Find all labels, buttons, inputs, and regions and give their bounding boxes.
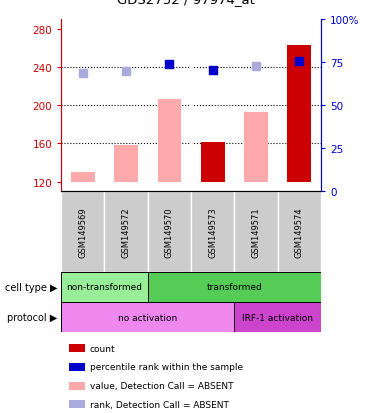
Bar [191, 192, 234, 272]
Text: GSM149571: GSM149571 [252, 206, 260, 257]
Text: GSM149572: GSM149572 [122, 206, 131, 257]
Bar [69, 363, 85, 371]
Text: GSM149569: GSM149569 [78, 206, 87, 257]
Bar [61, 272, 148, 302]
Point [253, 64, 259, 70]
Bar [69, 344, 85, 353]
Point [80, 70, 86, 77]
Bar [244, 113, 268, 182]
Text: non-transformed: non-transformed [66, 283, 142, 292]
Point [167, 62, 173, 68]
Bar [61, 192, 105, 272]
Point [210, 67, 216, 74]
Bar [105, 192, 148, 272]
Text: protocol ▶: protocol ▶ [7, 312, 58, 323]
Bar [61, 302, 234, 332]
Bar [114, 146, 138, 182]
Bar [158, 100, 181, 182]
Bar [69, 382, 85, 389]
Bar [148, 192, 191, 272]
Text: no activation: no activation [118, 313, 177, 322]
Point [296, 59, 302, 65]
Text: IRF-1 activation: IRF-1 activation [242, 313, 313, 322]
Text: cell type ▶: cell type ▶ [5, 282, 58, 292]
Text: GSM149570: GSM149570 [165, 206, 174, 257]
Bar [288, 46, 311, 182]
Bar [234, 302, 321, 332]
Bar [69, 400, 85, 408]
Bar [148, 272, 321, 302]
Text: GDS2752 / 97974_at: GDS2752 / 97974_at [116, 0, 255, 6]
Text: transformed: transformed [207, 283, 262, 292]
Point [123, 68, 129, 75]
Bar [278, 192, 321, 272]
Text: count: count [90, 344, 115, 353]
Bar [71, 173, 95, 182]
Text: value, Detection Call = ABSENT: value, Detection Call = ABSENT [90, 381, 233, 390]
Text: GSM149573: GSM149573 [208, 206, 217, 257]
Text: percentile rank within the sample: percentile rank within the sample [90, 363, 243, 372]
Text: rank, Detection Call = ABSENT: rank, Detection Call = ABSENT [90, 400, 229, 408]
Bar [201, 143, 224, 182]
Bar [234, 192, 278, 272]
Text: GSM149574: GSM149574 [295, 206, 304, 257]
